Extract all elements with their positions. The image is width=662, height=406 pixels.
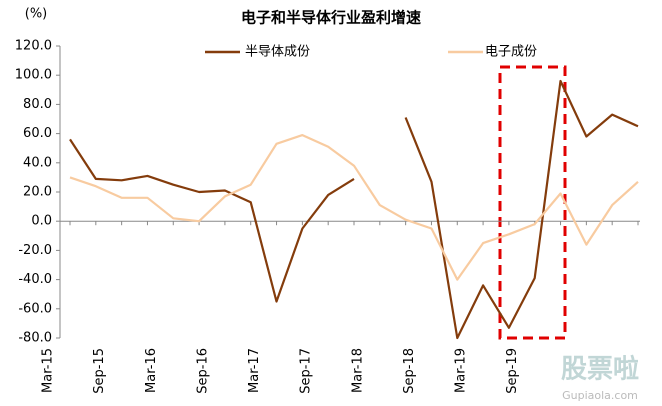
y-tick-label: 60.0: [23, 126, 52, 141]
x-tick-label: Sep-18: [402, 348, 417, 394]
series-line: [69, 134, 639, 281]
chart-title: 电子和半导体行业盈利增速: [241, 9, 421, 27]
x-tick-label: Mar-17: [247, 348, 262, 393]
x-tick-label: Sep-19: [505, 348, 520, 394]
y-tick-label: 100.0: [15, 68, 52, 83]
x-tick-label: Mar-19: [454, 348, 469, 393]
y-tick-label: -40.0: [18, 272, 52, 287]
x-tick-label: Sep-16: [195, 348, 210, 394]
highlight-box: [498, 65, 567, 340]
y-tick-label: 80.0: [23, 97, 52, 112]
x-tick-label: Mar-16: [144, 348, 159, 393]
series-line: [69, 79, 639, 340]
y-tick-label: 120.0: [15, 39, 52, 54]
legend-label: 半导体成份: [245, 45, 310, 60]
y-tick-label: 40.0: [23, 155, 52, 170]
y-tick-label: 0.0: [31, 214, 52, 229]
y-tick-label: -20.0: [18, 243, 52, 258]
watermark-url: Gupiaola.com: [562, 389, 638, 402]
y-unit: (%): [25, 7, 48, 22]
x-tick-label: Sep-17: [299, 348, 314, 394]
y-tick-label: -80.0: [18, 331, 52, 346]
x-tick-label: Sep-15: [92, 348, 107, 394]
y-tick-label: 20.0: [23, 185, 52, 200]
x-tick-label: Mar-15: [41, 348, 56, 393]
legend-label: 电子成份: [485, 45, 537, 60]
x-tick-label: Mar-18: [350, 348, 365, 393]
watermark: 股票啦: [561, 354, 639, 385]
y-tick-label: -60.0: [18, 301, 52, 316]
